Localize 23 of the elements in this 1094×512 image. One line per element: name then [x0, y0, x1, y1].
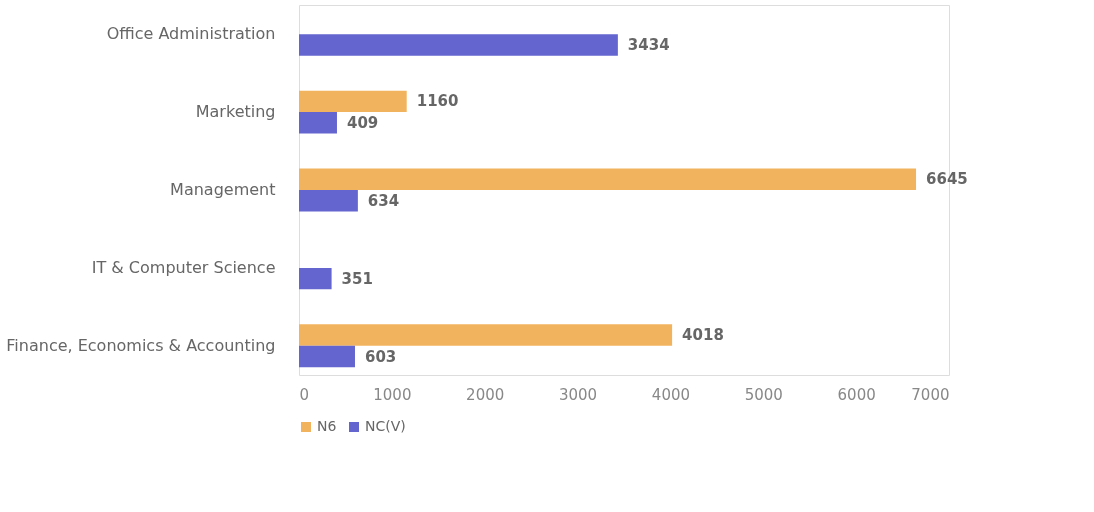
x-tick-label: 7000 [911, 385, 950, 404]
y-tick-label: Office Administration [106, 24, 276, 44]
x-tick-label: 1000 [373, 385, 412, 404]
data-label: 4018 [682, 326, 724, 345]
legend-label: NC(V) [365, 418, 406, 434]
y-tick-label: IT & Computer Science [91, 257, 276, 277]
x-tick-label: 6000 [837, 385, 876, 404]
data-label: 3434 [627, 35, 670, 54]
y-tick-label: Marketing [195, 102, 276, 122]
x-tick-label: 2000 [466, 385, 505, 404]
data-label: 1160 [416, 92, 459, 111]
data-label: 603 [364, 347, 397, 366]
y-tick-label: Finance, Economics & Accounting [6, 335, 276, 355]
x-tick-label: 0 [299, 385, 310, 404]
data-label: 409 [346, 113, 379, 132]
data-label: 634 [367, 191, 400, 210]
y-tick-label: Management [170, 180, 276, 199]
x-tick-label: 3000 [558, 385, 598, 404]
legend-label: N6 [317, 418, 337, 434]
x-tick-label: 4000 [651, 385, 691, 404]
x-tick-label: 5000 [744, 385, 783, 404]
data-label: 6645 [926, 170, 968, 189]
data-label: 351 [341, 269, 373, 288]
